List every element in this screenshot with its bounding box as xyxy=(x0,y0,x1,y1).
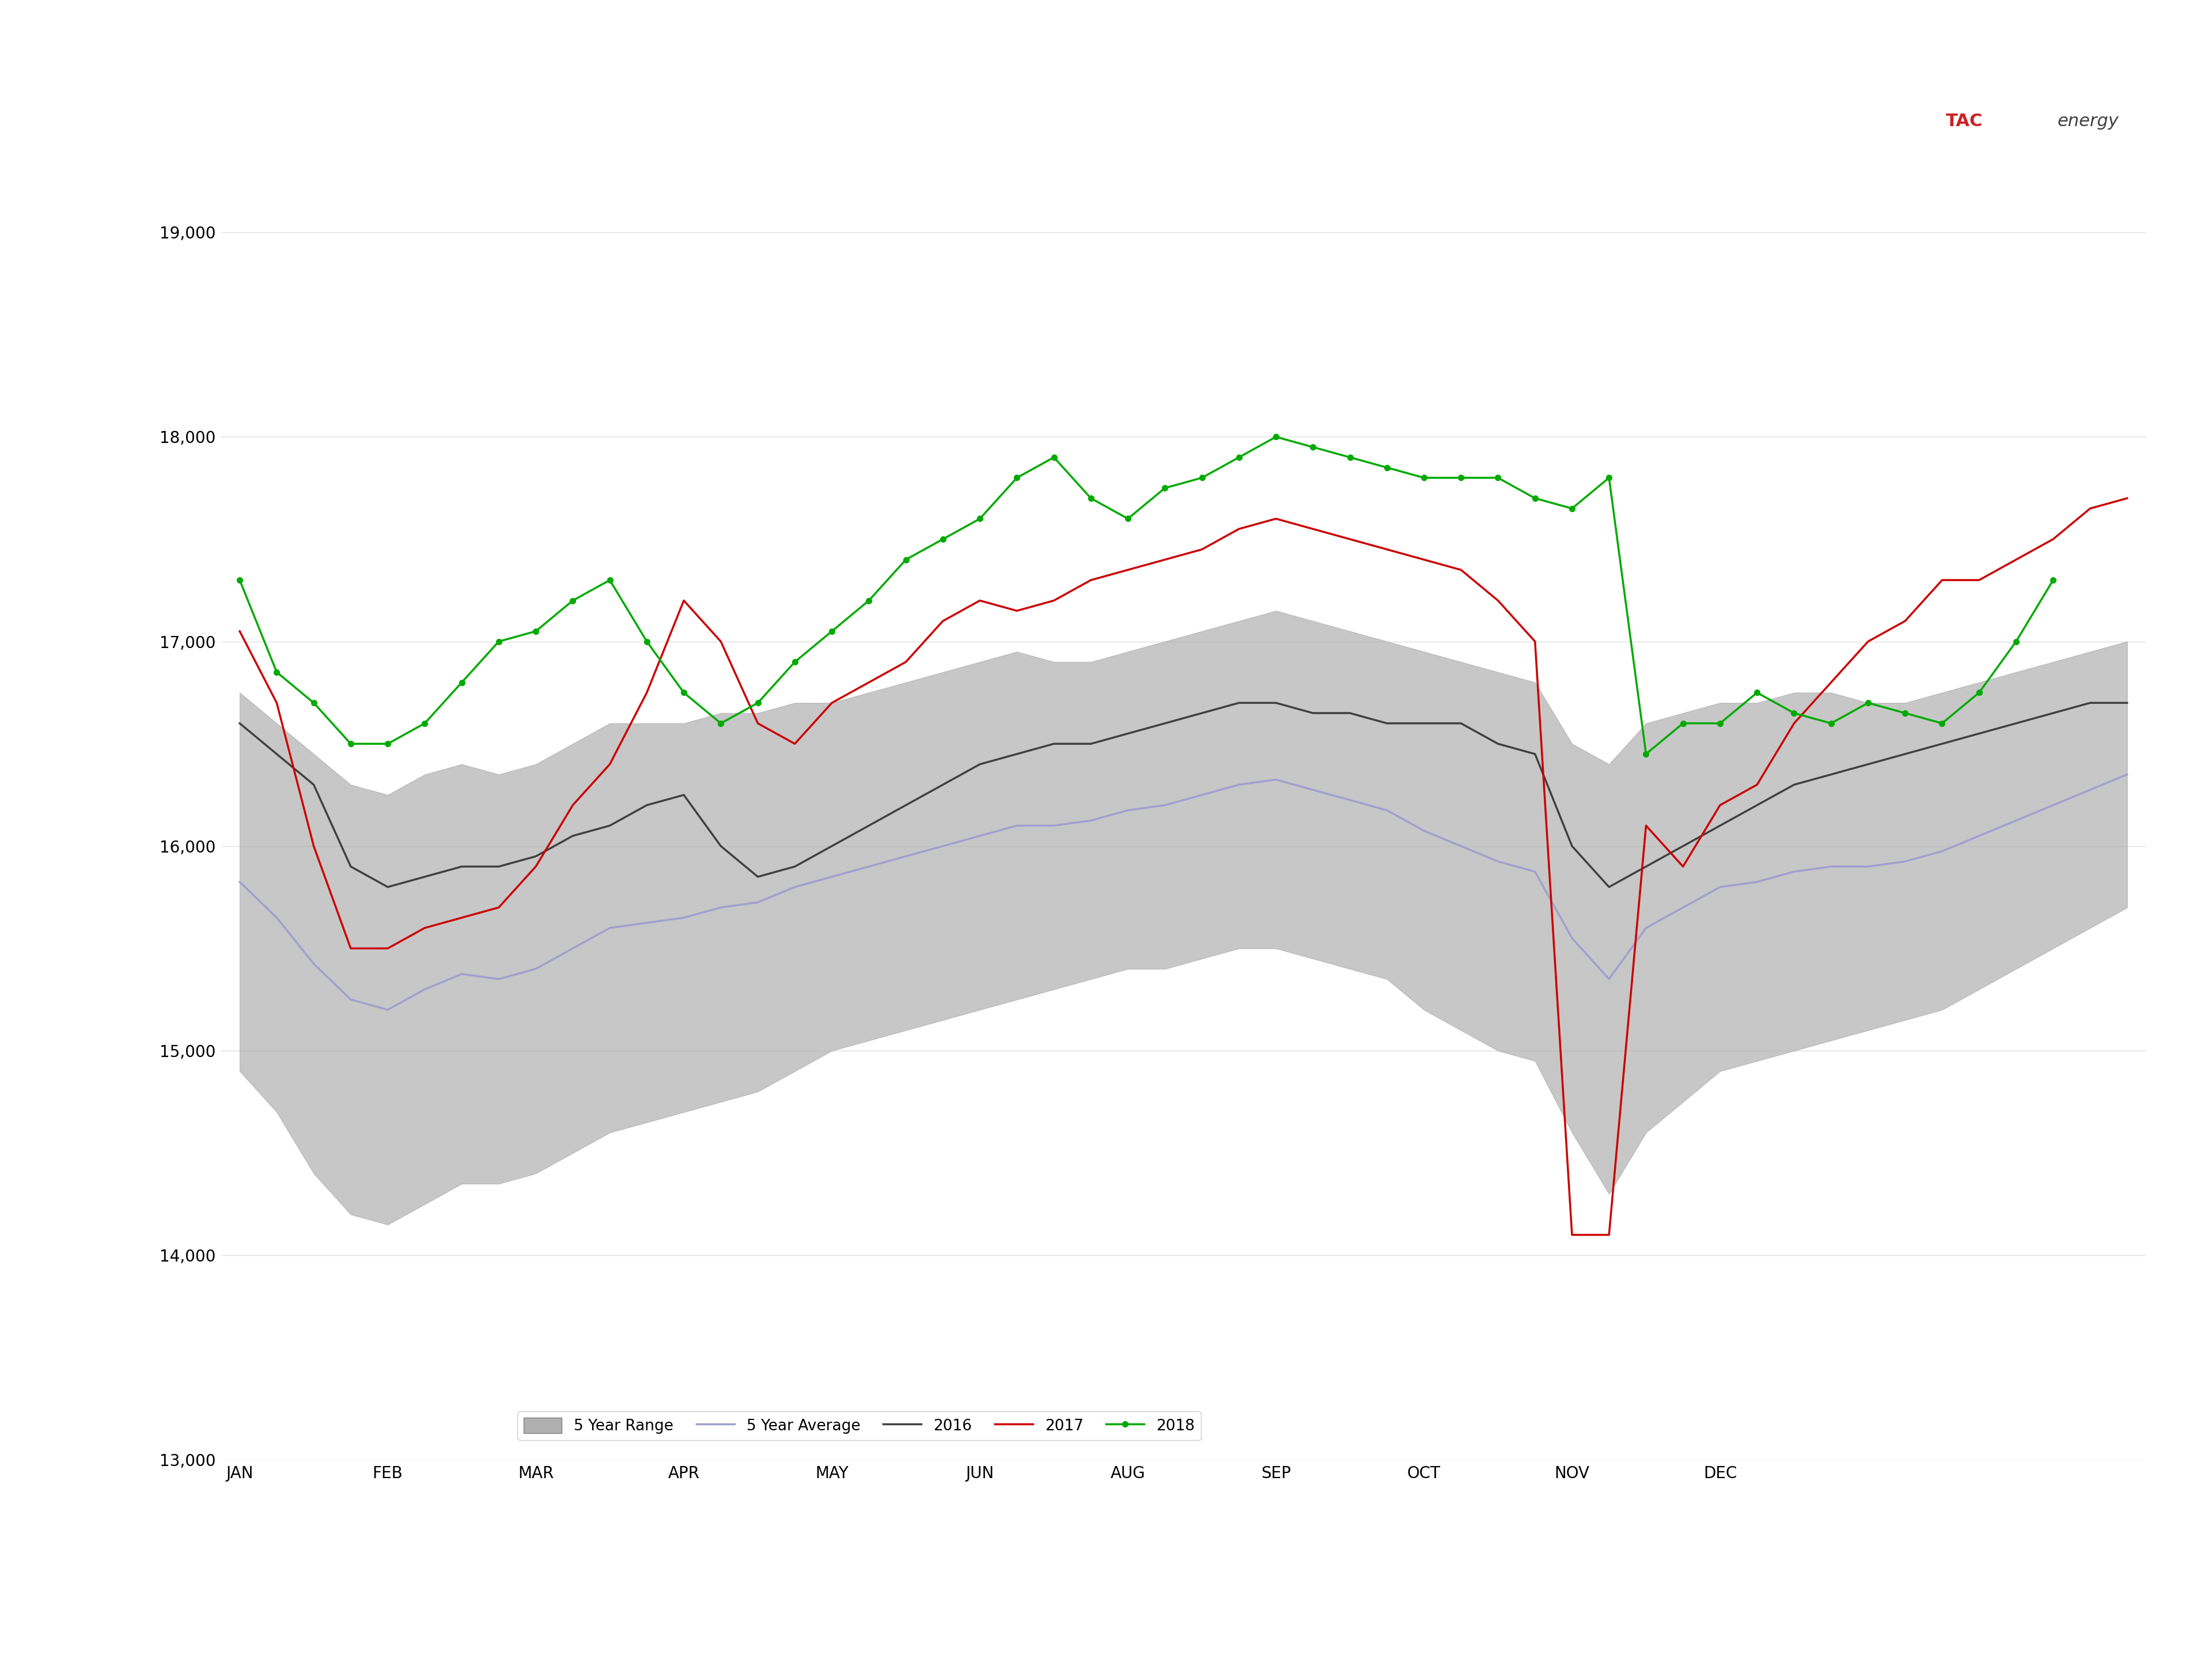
Legend: 5 Year Range, 5 Year Average, 2016, 2017, 2018: 5 Year Range, 5 Year Average, 2016, 2017… xyxy=(518,1412,1201,1440)
Text: Refinery Thruput TOTAL US: Refinery Thruput TOTAL US xyxy=(878,111,1223,133)
Text: TAC: TAC xyxy=(1947,113,1982,129)
Text: energy: energy xyxy=(2057,113,2119,129)
